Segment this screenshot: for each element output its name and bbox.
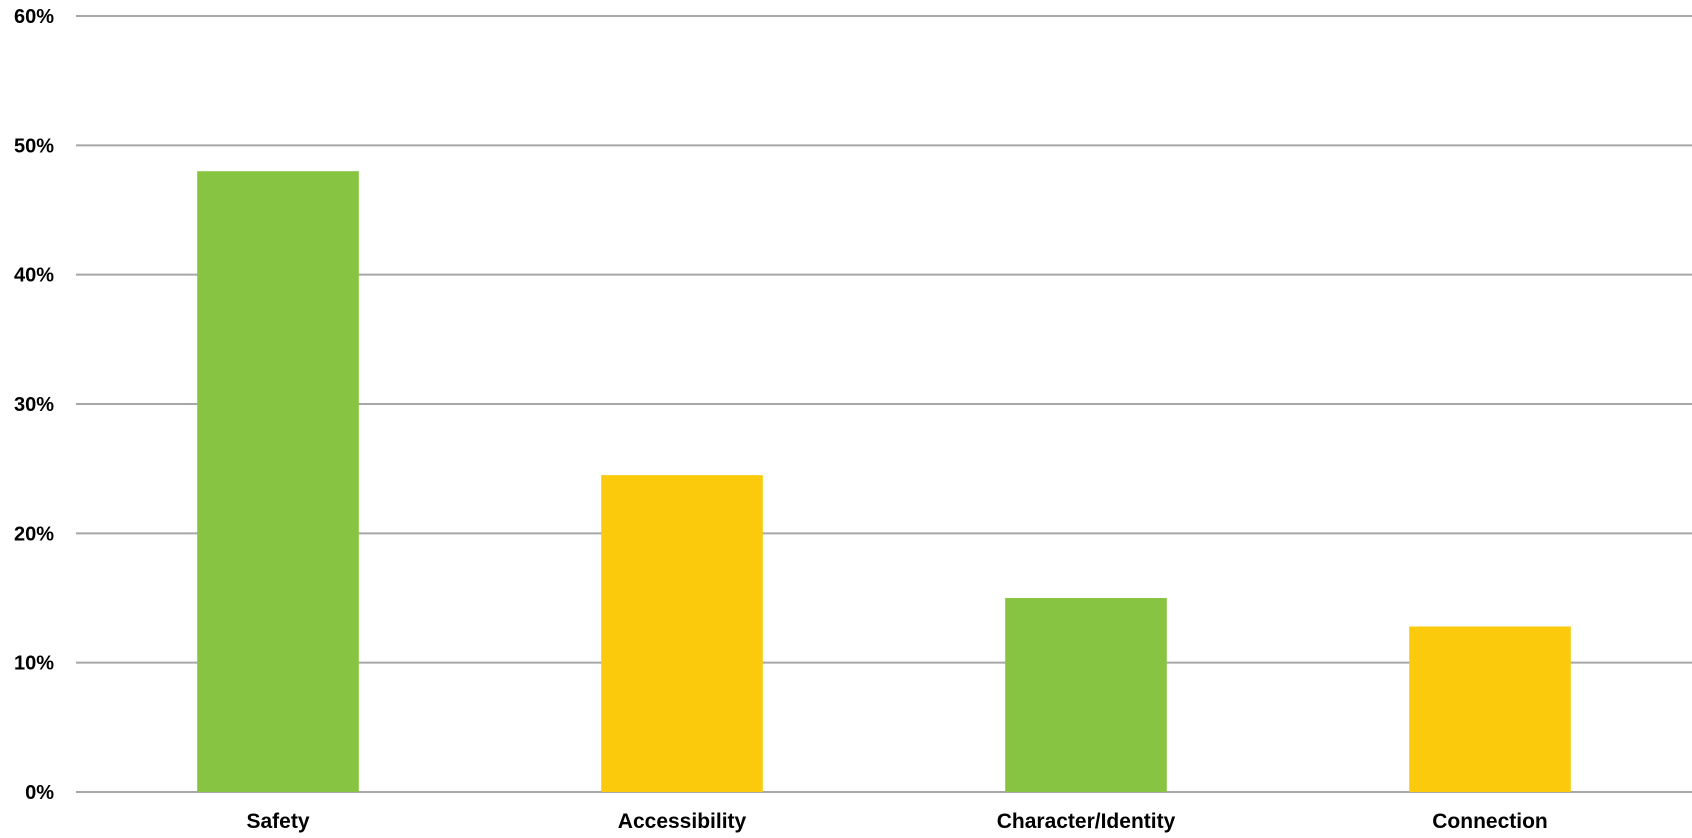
- y-tick-label-1: 10%: [14, 653, 54, 675]
- bar-accessibility: [601, 475, 763, 792]
- y-tick-label-2: 20%: [14, 523, 54, 545]
- x-category-label-1: Accessibility: [618, 810, 747, 833]
- bar-safety: [197, 171, 359, 792]
- bar-connection: [1409, 626, 1571, 792]
- y-tick-label-4: 40%: [14, 265, 54, 287]
- bars: [197, 171, 1571, 792]
- x-axis-category-labels: Safety Accessibility Character/Identity Con…: [246, 810, 1547, 833]
- y-tick-label-5: 50%: [14, 135, 54, 157]
- y-axis-tick-labels: 0% 10% 20% 30% 40% 50% 60%: [14, 6, 54, 804]
- x-category-label-0: Safety: [246, 810, 309, 833]
- y-tick-label-3: 30%: [14, 394, 54, 416]
- y-tick-label-0: 0%: [25, 782, 54, 804]
- x-category-label-3: Connection: [1432, 810, 1548, 833]
- x-category-label-2: Character/Identity: [997, 810, 1176, 833]
- y-tick-label-6: 60%: [14, 6, 54, 28]
- bar-character-identity: [1005, 598, 1167, 792]
